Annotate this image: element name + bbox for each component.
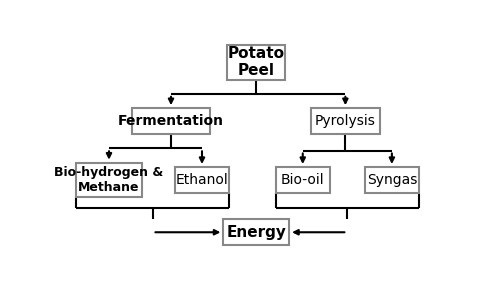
Text: Potato
Peel: Potato Peel bbox=[228, 46, 285, 78]
FancyBboxPatch shape bbox=[175, 167, 229, 193]
Text: Bio-hydrogen &
Methane: Bio-hydrogen & Methane bbox=[54, 166, 164, 194]
FancyBboxPatch shape bbox=[224, 219, 289, 245]
FancyBboxPatch shape bbox=[365, 167, 419, 193]
FancyBboxPatch shape bbox=[227, 45, 286, 80]
FancyBboxPatch shape bbox=[132, 108, 210, 134]
Text: Fermentation: Fermentation bbox=[118, 114, 224, 128]
Text: Bio-oil: Bio-oil bbox=[281, 173, 324, 187]
Text: Pyrolysis: Pyrolysis bbox=[315, 114, 376, 128]
Text: Syngas: Syngas bbox=[366, 173, 417, 187]
FancyBboxPatch shape bbox=[76, 162, 142, 198]
FancyBboxPatch shape bbox=[276, 167, 330, 193]
Text: Ethanol: Ethanol bbox=[176, 173, 229, 187]
Text: Energy: Energy bbox=[226, 225, 286, 240]
FancyBboxPatch shape bbox=[310, 108, 380, 134]
